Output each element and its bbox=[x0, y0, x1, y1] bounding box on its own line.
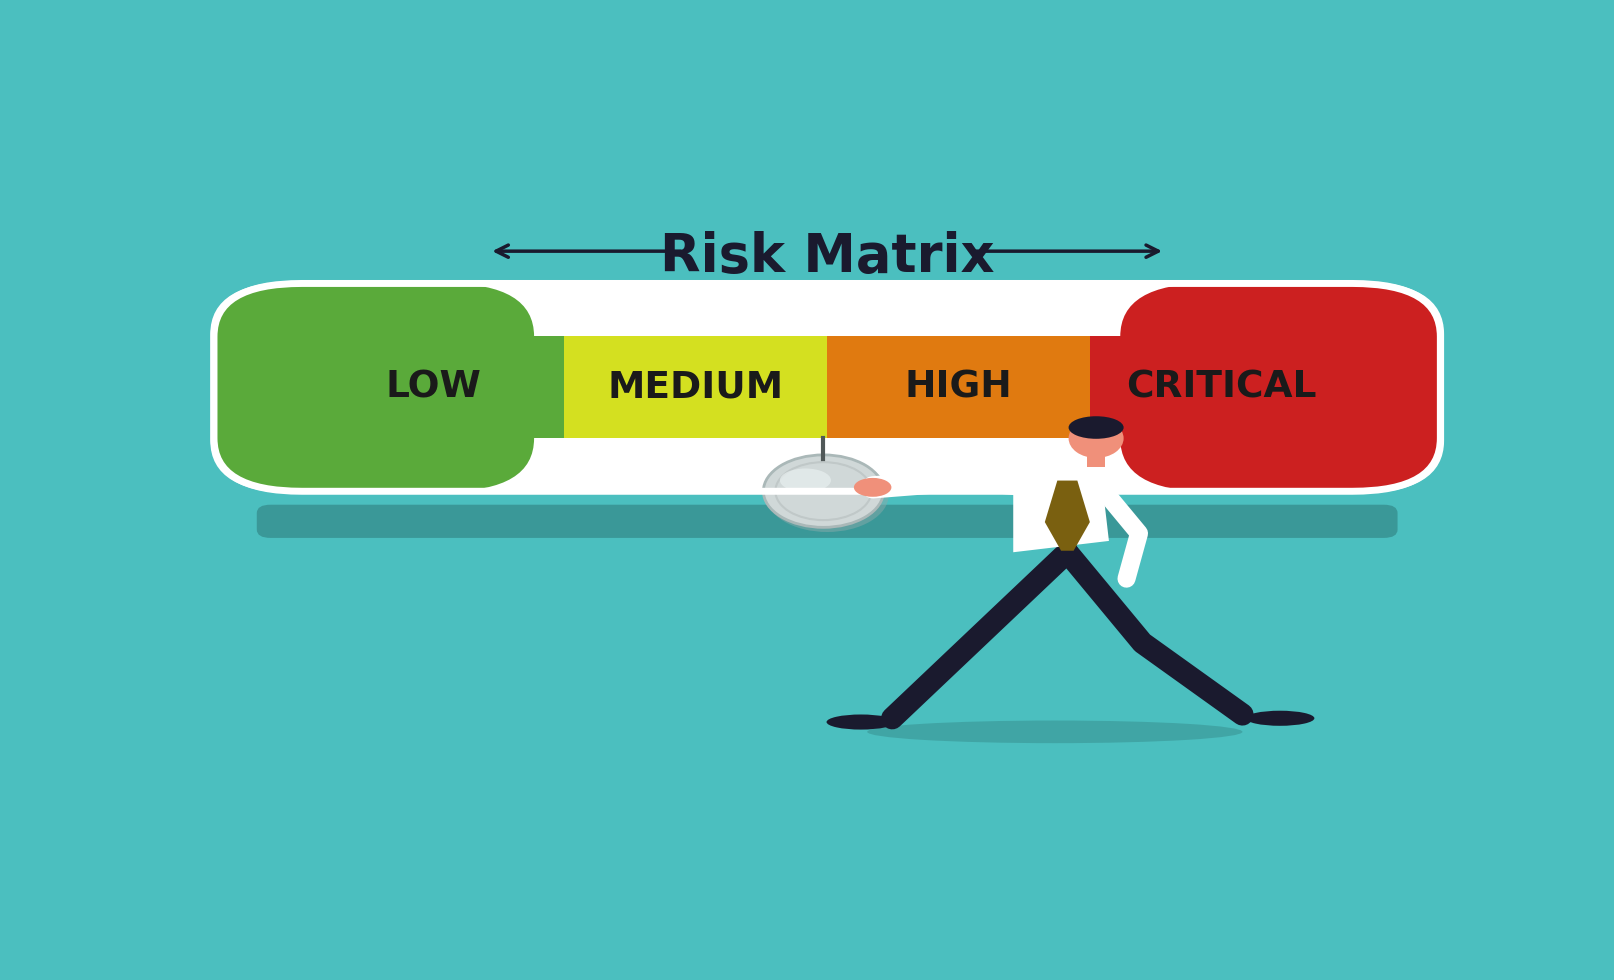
Bar bbox=[1207, 336, 1353, 438]
Bar bbox=[302, 336, 565, 438]
Ellipse shape bbox=[765, 458, 889, 532]
Polygon shape bbox=[1014, 477, 1109, 553]
Text: CRITICAL: CRITICAL bbox=[1127, 369, 1317, 406]
Ellipse shape bbox=[826, 714, 896, 729]
Bar bbox=[1089, 336, 1353, 438]
Ellipse shape bbox=[1068, 418, 1123, 458]
Bar bbox=[1088, 454, 1106, 467]
Text: MEDIUM: MEDIUM bbox=[608, 369, 784, 406]
Ellipse shape bbox=[1246, 710, 1314, 726]
Text: Risk Matrix: Risk Matrix bbox=[660, 231, 994, 283]
Text: LOW: LOW bbox=[386, 369, 481, 406]
Ellipse shape bbox=[1068, 416, 1123, 439]
Bar bbox=[828, 336, 1089, 438]
FancyBboxPatch shape bbox=[1120, 283, 1440, 491]
Bar bbox=[565, 336, 828, 438]
Text: HIGH: HIGH bbox=[904, 369, 1012, 406]
Bar bbox=[302, 336, 447, 438]
FancyBboxPatch shape bbox=[215, 283, 534, 491]
Ellipse shape bbox=[854, 478, 891, 497]
Polygon shape bbox=[1044, 480, 1089, 551]
FancyBboxPatch shape bbox=[210, 281, 1445, 494]
Ellipse shape bbox=[780, 468, 831, 492]
FancyBboxPatch shape bbox=[257, 505, 1398, 538]
Ellipse shape bbox=[763, 455, 883, 527]
Ellipse shape bbox=[867, 720, 1243, 743]
